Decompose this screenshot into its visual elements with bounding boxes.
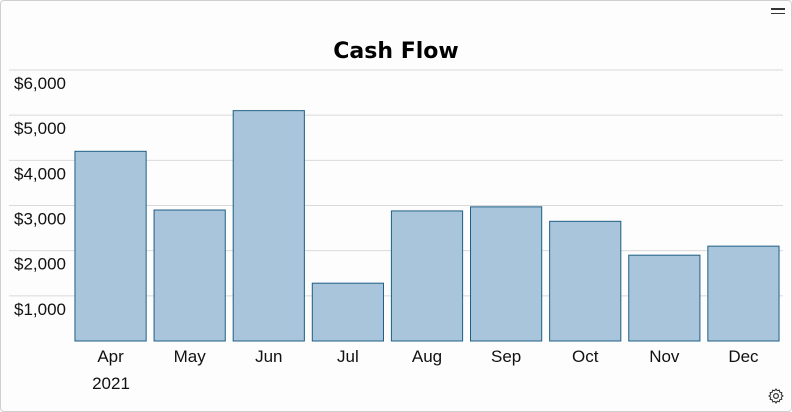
- x-tick-label: Sep: [491, 347, 521, 366]
- x-tick-label: Dec: [728, 347, 759, 366]
- chart-title: Cash Flow: [333, 39, 458, 64]
- bar-jun[interactable]: [232, 110, 305, 342]
- bar-nov[interactable]: [628, 254, 701, 342]
- bar-apr[interactable]: [74, 150, 147, 342]
- bar-jul[interactable]: [311, 282, 384, 342]
- x-tick-label: Apr: [97, 347, 124, 366]
- x-tick-label: Jul: [337, 347, 359, 366]
- x-tick-label: Oct: [572, 347, 599, 366]
- x-tick-label: Aug: [412, 347, 442, 366]
- y-tick-label: $6,000: [14, 74, 66, 93]
- y-tick-label: $2,000: [14, 255, 66, 274]
- x-axis-ticks: Apr May Jun Jul Aug Sep Oct Nov Dec: [97, 347, 759, 366]
- y-tick-label: $3,000: [14, 210, 66, 229]
- x-tick-label: May: [174, 347, 207, 366]
- y-tick-label: $1,000: [14, 300, 66, 319]
- x-axis-year-label: 2021: [92, 374, 130, 393]
- hamburger-menu-icon[interactable]: [771, 5, 785, 17]
- bar-sep[interactable]: [470, 206, 543, 342]
- bar-aug[interactable]: [390, 210, 464, 342]
- bar-may[interactable]: [153, 209, 226, 342]
- bars: [74, 110, 780, 342]
- bar-dec[interactable]: [707, 245, 780, 342]
- gear-icon[interactable]: [767, 387, 785, 405]
- y-axis-ticks: $1,000 $2,000 $3,000 $4,000 $5,000 $6,000: [14, 74, 66, 319]
- y-tick-label: $5,000: [14, 119, 66, 138]
- bar-oct[interactable]: [549, 220, 622, 342]
- y-tick-label: $4,000: [14, 164, 66, 183]
- x-tick-label: Jun: [255, 347, 282, 366]
- x-tick-label: Nov: [649, 347, 680, 366]
